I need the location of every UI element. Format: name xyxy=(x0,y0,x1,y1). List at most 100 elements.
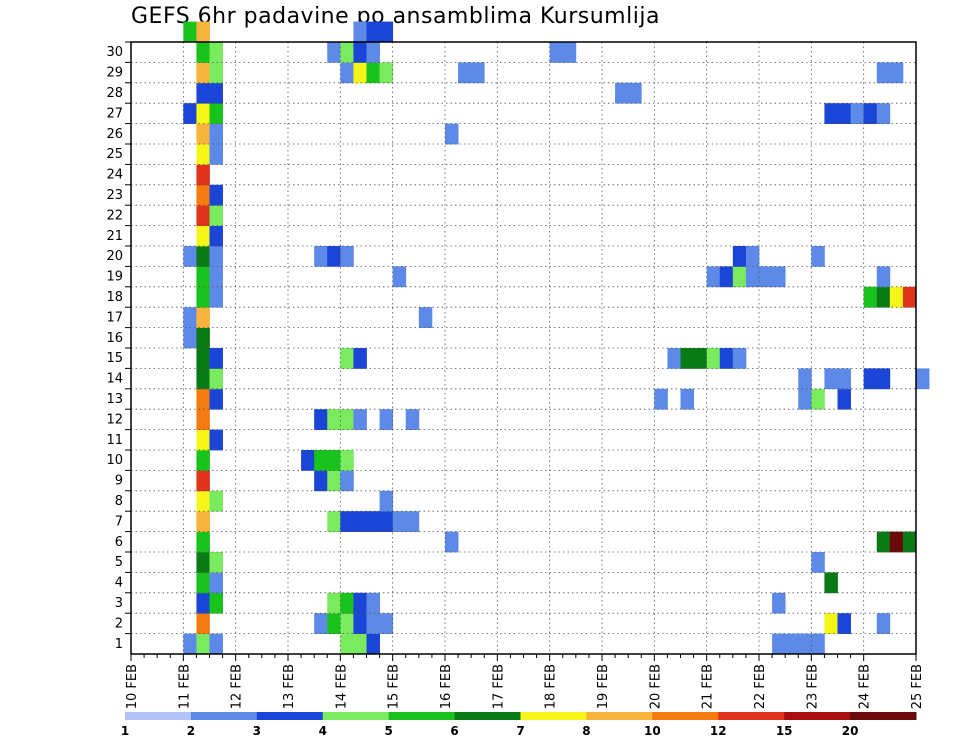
heatmap-cell xyxy=(196,164,210,186)
heatmap-cell xyxy=(706,266,721,288)
y-tick-label: 22 xyxy=(106,208,123,223)
heatmap-cell xyxy=(353,511,367,532)
colorbar-level-label: 7 xyxy=(516,724,524,738)
heatmap-cell xyxy=(196,511,210,532)
heatmap-cell xyxy=(209,348,223,369)
heatmap-cell xyxy=(209,246,223,267)
heatmap-cell xyxy=(340,592,354,614)
heatmap-cell xyxy=(209,552,223,573)
heatmap-cell xyxy=(392,266,407,288)
y-tick-label: 21 xyxy=(106,229,123,244)
heatmap-cell xyxy=(301,450,315,471)
heatmap-cell xyxy=(327,511,341,532)
heatmap-cell xyxy=(732,246,747,267)
heatmap-cell xyxy=(379,62,394,84)
heatmap-cell xyxy=(732,266,747,288)
y-tick-label: 6 xyxy=(115,535,123,550)
heatmap-cell xyxy=(353,613,367,634)
heatmap-cell xyxy=(876,62,891,84)
colorbar-level-label: 5 xyxy=(384,724,392,738)
heatmap-cell xyxy=(772,633,786,655)
heatmap-cell xyxy=(340,613,354,634)
x-tick-label: 25 FEB xyxy=(910,664,925,709)
y-tick-label: 2 xyxy=(115,616,123,631)
heatmap-cell xyxy=(340,470,354,492)
heatmap-cell xyxy=(889,531,904,553)
heatmap-cell xyxy=(876,613,891,634)
heatmap-cell xyxy=(811,246,825,267)
heatmap-cell xyxy=(863,286,878,308)
colorbar-swatch xyxy=(850,712,917,720)
colorbar: 1 2 3 4 5 6 7 8 10 12 15 20 xyxy=(121,712,917,738)
heatmap-cell xyxy=(196,592,210,614)
heatmap-cell xyxy=(418,307,433,328)
heatmap-cell xyxy=(327,409,341,430)
heatmap-cell xyxy=(183,103,197,124)
heatmap-cell xyxy=(889,286,904,308)
heatmap-cell xyxy=(379,21,394,43)
heatmap-cell xyxy=(314,246,328,267)
heatmap-cell xyxy=(706,348,721,369)
colorbar-swatch xyxy=(520,712,587,720)
heatmap-cell xyxy=(196,552,210,573)
x-tick-label: 10 FEB xyxy=(125,664,140,709)
heatmap-cell xyxy=(196,368,210,390)
y-tick-label: 28 xyxy=(106,86,123,101)
heatmap-cell xyxy=(366,21,380,43)
heatmap-cell xyxy=(759,266,773,288)
heatmap-cell xyxy=(811,633,825,655)
heatmap-cell xyxy=(196,184,210,206)
heatmap-cell xyxy=(445,531,459,553)
heatmap-cell xyxy=(863,103,878,124)
heatmap-cell xyxy=(340,633,354,655)
heatmap-cell xyxy=(209,490,223,512)
heatmap-cell xyxy=(366,42,380,63)
heatmap-cell xyxy=(824,103,838,124)
heatmap-cell xyxy=(209,123,223,145)
x-tick-label: 18 FEB xyxy=(544,664,559,709)
y-tick-label: 29 xyxy=(106,66,123,81)
colorbar-swatch xyxy=(454,712,521,720)
heatmap-cell xyxy=(209,82,223,104)
heatmap-cell xyxy=(196,62,210,84)
y-tick-label: 14 xyxy=(106,372,123,387)
y-tick-label: 15 xyxy=(106,351,123,366)
heatmap-cell xyxy=(719,348,734,369)
y-tick-label: 19 xyxy=(106,270,123,285)
x-tick-label: 19 FEB xyxy=(596,664,611,709)
heatmap-cell xyxy=(340,409,354,430)
heatmap-cell xyxy=(562,42,577,63)
heatmap-cell xyxy=(889,62,904,84)
heatmap-cell xyxy=(628,82,642,104)
y-tick-label: 7 xyxy=(115,514,123,529)
y-tick-label: 18 xyxy=(106,290,123,305)
heatmap-cell xyxy=(196,205,210,226)
heatmap-cell xyxy=(902,286,917,308)
y-tick-label: 9 xyxy=(115,474,123,489)
heatmap-cell xyxy=(196,21,210,43)
heatmap-cell xyxy=(824,368,838,390)
y-tick-label: 8 xyxy=(115,494,123,509)
heatmap-cell xyxy=(366,633,380,655)
x-tick-label: 23 FEB xyxy=(805,664,820,709)
heatmap-cell xyxy=(209,42,223,63)
heatmap-cell xyxy=(196,266,210,288)
heatmap-cell xyxy=(196,327,210,349)
y-tick-label: 12 xyxy=(106,412,123,427)
heatmap-cells xyxy=(183,21,930,655)
colorbar-level-label: 2 xyxy=(187,724,195,738)
y-tick-label: 17 xyxy=(106,310,123,325)
colorbar-level-label: 6 xyxy=(450,724,458,738)
heatmap-cell xyxy=(314,450,328,471)
heatmap-cell xyxy=(850,103,865,124)
heatmap-cell xyxy=(353,42,367,63)
colorbar-level-label: 20 xyxy=(842,724,859,738)
heatmap-cell xyxy=(183,246,197,267)
heatmap-cell xyxy=(772,266,786,288)
heatmap-cell xyxy=(824,613,838,634)
heatmap-cell xyxy=(811,388,825,410)
y-tick-label: 26 xyxy=(106,127,123,142)
heatmap-cell xyxy=(196,246,210,267)
heatmap-cell xyxy=(353,633,367,655)
